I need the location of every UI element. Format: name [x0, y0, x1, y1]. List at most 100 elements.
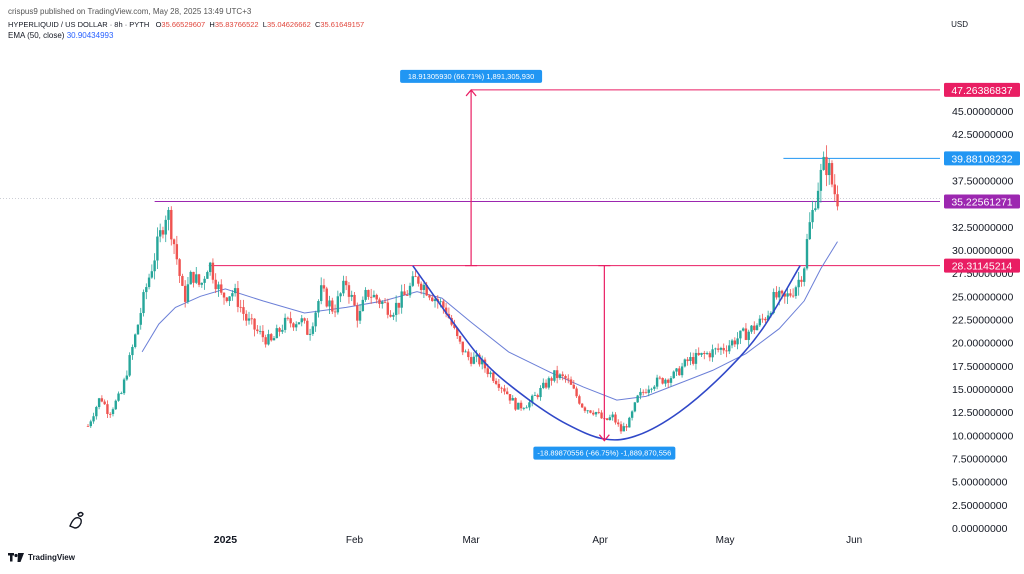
candle-body	[117, 393, 120, 401]
candle-body	[714, 348, 717, 350]
drawing-tool-icon[interactable]	[69, 511, 84, 529]
candle-body	[728, 345, 731, 352]
candle-body	[92, 416, 95, 422]
candle-body	[381, 301, 384, 304]
candle-body	[730, 340, 734, 346]
ema-value: 30.90434993	[66, 31, 114, 40]
candle-body	[780, 290, 784, 294]
candle-body	[658, 377, 662, 379]
candle-body	[406, 295, 409, 296]
candle-body	[222, 292, 226, 298]
candle-body	[414, 276, 417, 278]
candle-body	[419, 283, 423, 290]
candle-body	[772, 291, 775, 313]
x-tick-label: 2025	[214, 534, 238, 546]
candle-body	[403, 291, 406, 296]
price-tag-high	[944, 151, 1020, 166]
candle-body	[569, 379, 573, 385]
candle-body	[825, 156, 828, 176]
candle-body	[333, 311, 337, 313]
candle-body	[319, 285, 323, 302]
candle-body	[614, 414, 617, 423]
candle-body	[622, 426, 625, 432]
candle-body	[456, 327, 459, 336]
candle-body	[270, 334, 273, 341]
candle-body	[408, 285, 412, 296]
candle-body	[486, 368, 489, 375]
y-tick-label: 45.00000000	[952, 106, 1013, 118]
price-tag-label: 35.22561271	[951, 196, 1012, 208]
footer-brand[interactable]: TradingView	[8, 553, 75, 562]
candle-body	[783, 293, 786, 297]
candle-body	[192, 271, 195, 283]
candle-body	[367, 289, 370, 297]
candle-body	[189, 271, 192, 285]
candle-body	[422, 284, 426, 290]
price-axis[interactable]: 0.00000000 2.50000000 5.00000000 7.50000000…	[952, 106, 1013, 535]
candle-body	[311, 326, 315, 334]
candle-body	[619, 424, 623, 432]
candle-body	[86, 426, 90, 427]
time-axis[interactable]: 2025 Feb Mar Apr May Jun	[214, 534, 863, 546]
candle-body	[750, 325, 753, 332]
candle-body	[233, 288, 237, 294]
candle-body	[153, 260, 156, 272]
publisher-line: crispus9 published on TradingView.com, M…	[8, 7, 252, 16]
candle-body	[361, 299, 365, 312]
y-tick-label: 17.50000000	[952, 361, 1013, 373]
candle-body	[317, 301, 320, 313]
candle-body	[691, 357, 695, 364]
candle-body	[120, 393, 123, 394]
symbol-name: HYPERLIQUID / US DOLLAR · 8h · PYTH	[8, 20, 150, 29]
ohlc-open: O35.66529607	[155, 20, 206, 29]
candle-body	[547, 378, 551, 388]
candle-body	[608, 417, 612, 420]
candle-body	[464, 351, 467, 353]
candle-body	[442, 301, 445, 308]
candle-body	[530, 395, 534, 403]
candle-body	[597, 412, 600, 413]
candle-body	[822, 156, 825, 170]
candle-body	[789, 293, 792, 296]
x-tick-label: May	[716, 535, 735, 546]
candle-body	[183, 285, 187, 302]
candle-body	[283, 317, 287, 330]
candle-body	[753, 325, 756, 331]
candle-body	[336, 296, 340, 313]
candle-body	[103, 401, 106, 405]
candle-body	[231, 293, 234, 297]
candle-body	[814, 208, 817, 211]
candle-body	[558, 374, 562, 379]
candle-body	[680, 366, 684, 376]
candle-body	[378, 299, 381, 304]
candle-body	[97, 398, 101, 408]
candle-body	[747, 331, 750, 340]
y-tick-label: 15.00000000	[952, 384, 1013, 396]
candle-body	[314, 312, 317, 327]
ema-legend[interactable]: EMA (50, close) 30.90434993	[8, 31, 113, 40]
candle-body	[172, 239, 176, 245]
candle-body	[195, 274, 198, 283]
candle-body	[550, 378, 553, 381]
candle-body	[481, 359, 484, 365]
candle-body	[666, 379, 670, 383]
candle-body	[306, 320, 309, 335]
candle-body	[586, 410, 589, 412]
candle-body	[628, 417, 631, 428]
measure-label: -18.89870556 (-66.75%) -1,889,870,556	[537, 449, 671, 458]
candle-body	[203, 278, 206, 283]
candle-body	[830, 163, 834, 185]
candle-body	[111, 409, 115, 415]
candle-body	[572, 384, 576, 389]
symbol-info[interactable]: HYPERLIQUID / US DOLLAR · 8h · PYTH O35.…	[8, 20, 364, 29]
candle-body	[708, 353, 712, 358]
price-tag-neckline	[944, 258, 1020, 273]
candle-body	[803, 268, 806, 282]
candle-body	[289, 318, 292, 324]
candle-body	[664, 379, 667, 384]
candle-body	[128, 355, 131, 376]
level-lines	[0, 89, 940, 267]
candle-body	[816, 190, 820, 209]
ohlc-high: H35.83766522	[209, 20, 259, 29]
